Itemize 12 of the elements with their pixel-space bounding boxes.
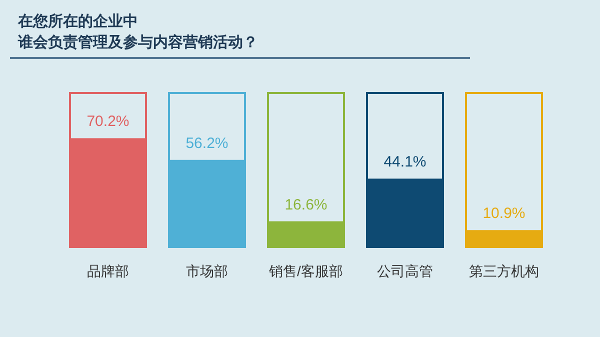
x-tick-label: 销售/客服部 (268, 263, 343, 279)
x-tick-label: 品牌部 (87, 263, 129, 279)
data-label: 16.6% (284, 196, 328, 214)
data-label: 10.9% (482, 205, 526, 222)
x-tick-label: 公司高管 (377, 263, 433, 279)
x-tick-label: 第三方机构 (469, 263, 539, 279)
x-tick-label: 市场部 (186, 263, 228, 279)
chart-subtitle: 谁会负责管理及参与内容营销活动？ (17, 33, 258, 51)
data-label: 44.1% (384, 154, 426, 171)
chart-title: 在您所在的企业中 (17, 13, 138, 30)
data-label: 56.2% (186, 134, 228, 152)
data-label: 70.2% (86, 113, 130, 130)
